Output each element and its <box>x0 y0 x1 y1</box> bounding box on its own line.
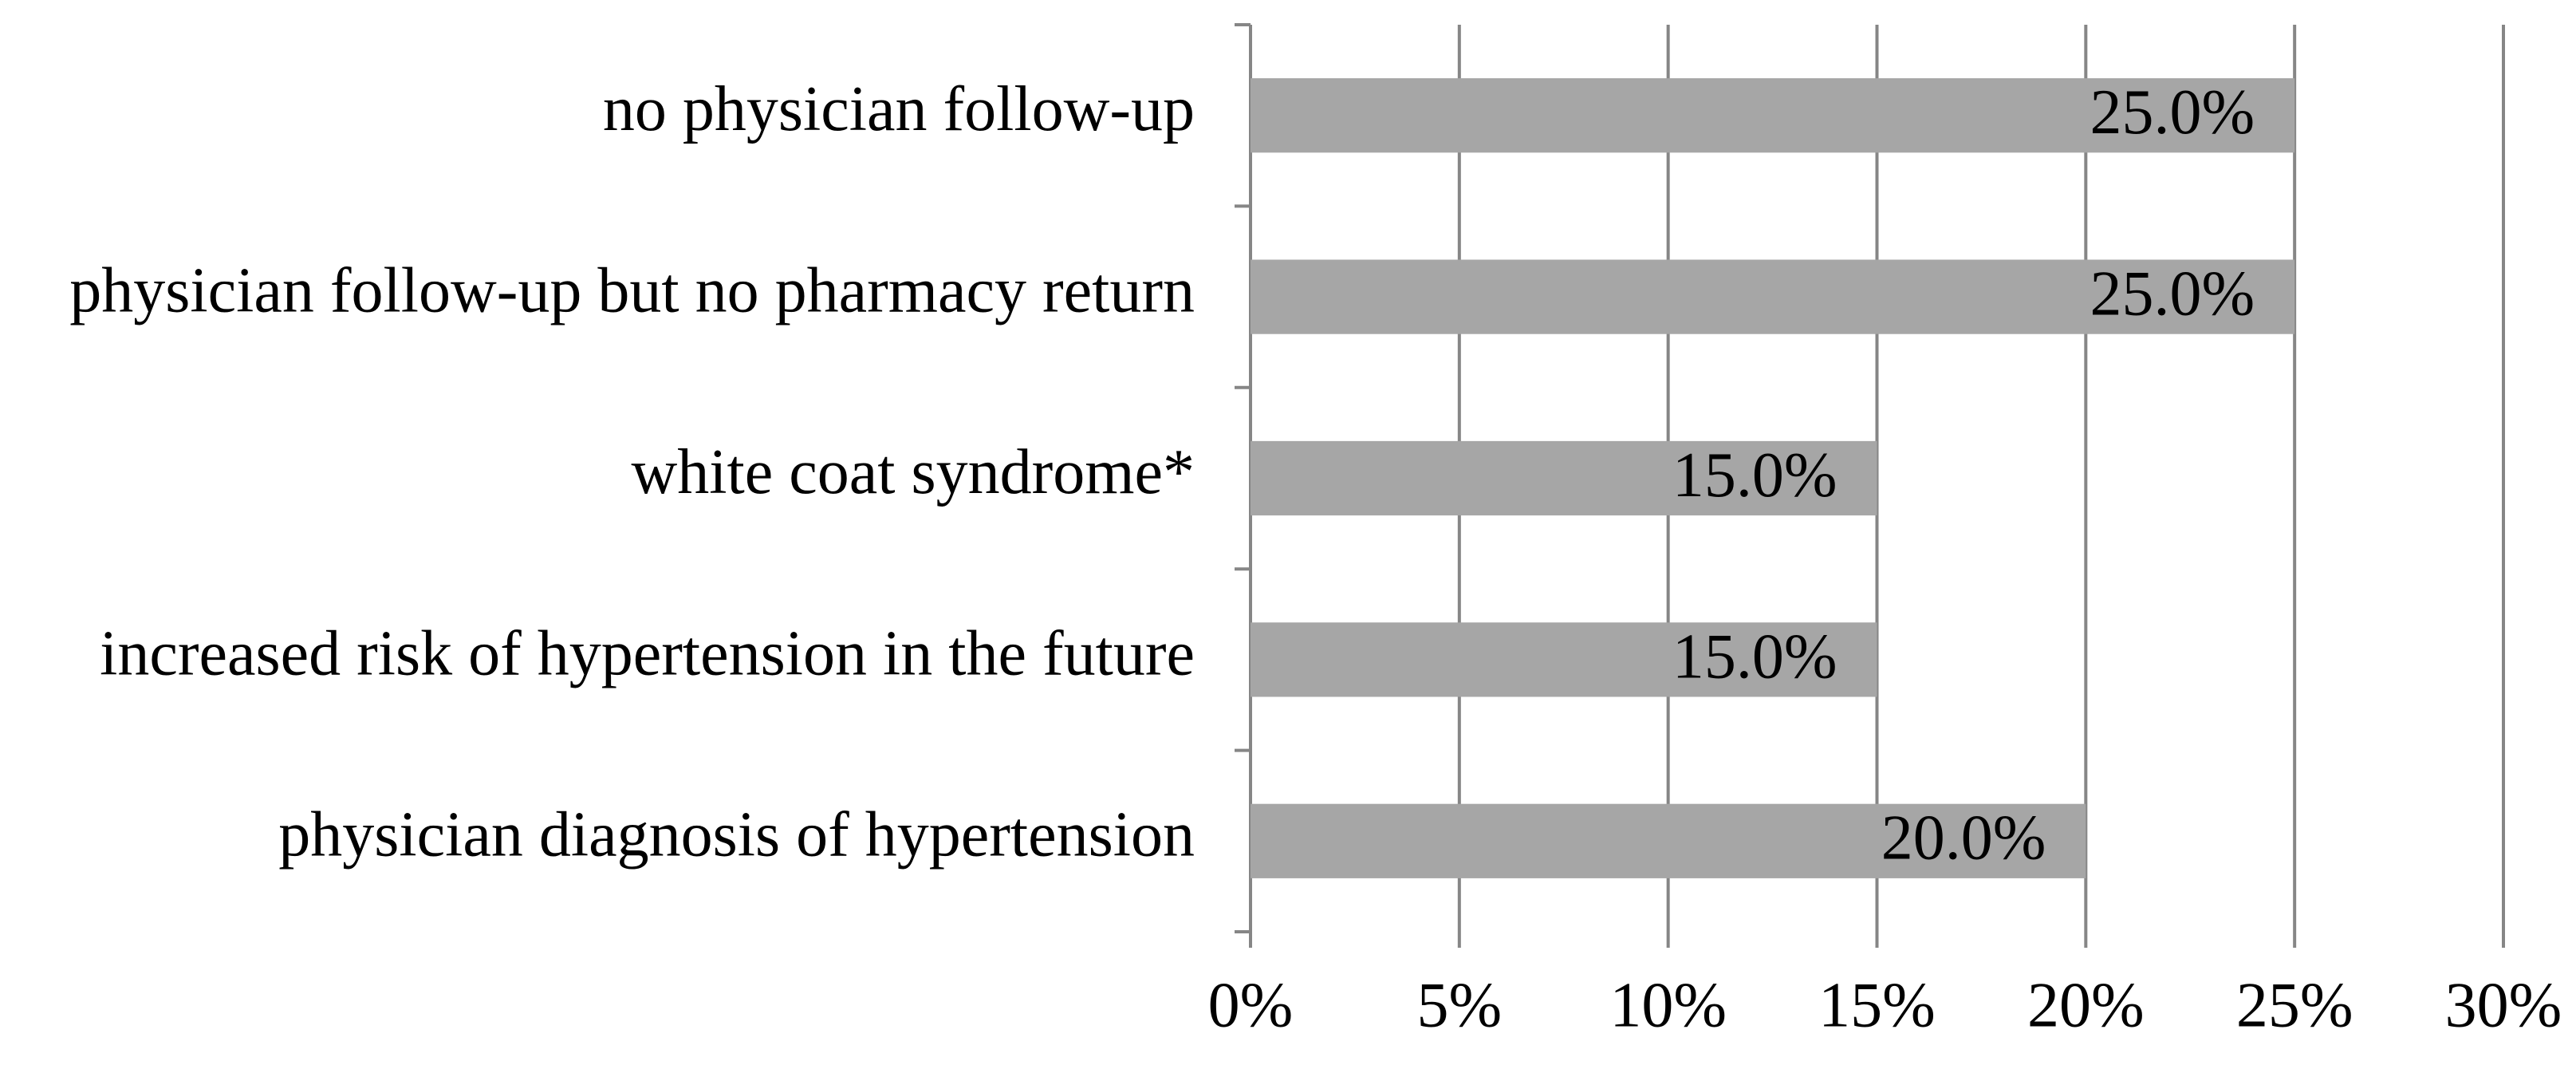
x-tick-label: 30% <box>2445 970 2562 1040</box>
bar <box>1251 78 2295 153</box>
value-label: 15.0% <box>1672 621 1837 692</box>
x-tick-label: 5% <box>1417 970 1503 1040</box>
value-label: 15.0% <box>1672 440 1837 511</box>
x-tick-label: 0% <box>1208 970 1294 1040</box>
x-tick-label: 10% <box>1609 970 1727 1040</box>
bar <box>1251 622 1877 697</box>
value-label: 25.0% <box>2090 77 2255 148</box>
y-tick-label: increased risk of hypertension in the fu… <box>100 618 1195 688</box>
x-tick-label: 25% <box>2236 970 2353 1040</box>
value-label: 20.0% <box>1881 803 2046 874</box>
bar <box>1251 803 2086 878</box>
y-tick-label: physician follow-up but no pharmacy retu… <box>69 255 1195 325</box>
x-tick-label: 20% <box>2027 970 2145 1040</box>
value-label: 25.0% <box>2090 258 2255 329</box>
bar <box>1251 440 1877 516</box>
y-tick-label: no physician follow-up <box>603 74 1195 144</box>
x-tick-label: 15% <box>1818 970 1936 1040</box>
y-tick-label: physician diagnosis of hypertension <box>278 800 1195 870</box>
bar <box>1251 259 2295 334</box>
y-tick-label: white coat syndrome* <box>632 437 1195 507</box>
